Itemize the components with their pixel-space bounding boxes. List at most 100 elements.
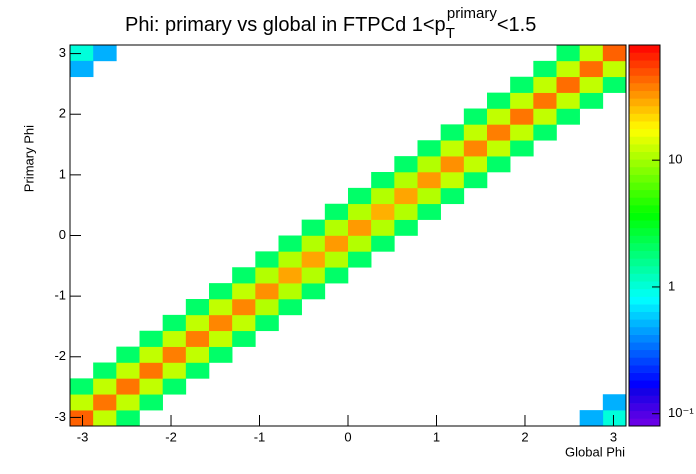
cell [116,378,140,395]
cell [487,124,511,141]
cell [139,394,163,411]
cell [487,92,511,109]
colorbar-step [629,52,660,61]
cell [440,187,465,205]
cell [602,410,627,427]
cell [394,156,418,173]
cell [463,108,488,125]
colorbar-frame [628,44,661,427]
colorbar-step [629,105,660,114]
cell [185,314,210,332]
title-main: Phi: primary vs global in FTPCd 1<p [125,14,446,36]
y-tick-label: 0 [59,227,66,242]
colorbar-step [629,205,660,213]
cell [463,172,488,189]
x-tick-label: 1 [433,429,440,444]
cell [209,346,233,363]
cell [70,45,94,62]
cell [579,60,604,78]
cell [278,283,302,300]
cell [278,267,302,284]
x-tick-label: -2 [165,429,177,444]
colorbar-step [629,182,660,191]
cell [232,283,256,300]
cell [162,314,187,332]
cell [533,92,557,109]
colorbar-step [629,418,660,427]
colorbar-step [629,113,660,122]
cell [348,235,372,252]
colorbar-step [629,212,660,221]
colorbar-step [629,265,660,274]
cell [185,362,210,379]
colorbar-step [629,189,660,198]
cell [324,219,349,236]
colorbar-step [629,60,660,69]
cell [255,314,279,332]
colorbar-step [629,258,660,267]
colorbar-step [629,121,660,130]
title-sub: T [446,25,455,42]
colorbar-step [629,395,660,404]
colorbar-step [629,197,660,206]
colorbar-step [629,67,660,76]
colorbar-step [629,235,660,244]
colorbar-step [629,326,660,335]
colorbar-step [629,273,660,282]
cell [324,203,349,220]
colorbar-step [629,403,660,412]
cell [93,378,117,395]
cell [394,172,418,189]
cell [579,76,604,93]
cell [70,378,94,395]
colorbar-step [629,334,660,343]
cell [510,92,534,109]
chart-title: Phi: primary vs global in FTPCd 1<pTprim… [125,5,536,42]
y-tick-label: -2 [54,348,66,363]
cell [371,187,395,205]
z-tick-label: 10 [668,152,682,167]
y-tick-label: 3 [59,45,66,60]
cell [162,378,187,395]
cell [510,108,534,125]
cell [510,140,534,157]
cell [185,299,210,316]
cell [510,76,534,93]
cell [348,203,372,220]
cell [301,219,326,236]
cell [278,299,302,316]
cell [440,140,465,157]
cell [348,251,372,268]
colorbar-step [629,136,660,145]
cell [255,283,279,300]
cell [324,251,349,268]
cell [232,330,256,347]
colorbar-step [629,311,660,320]
cell [139,362,163,379]
cell [510,124,534,141]
cell [116,394,140,411]
cell [185,346,210,363]
cell [602,60,627,78]
cell [602,394,627,411]
y-tick-label: -3 [54,409,66,424]
cell [70,394,94,411]
colorbar-step [629,220,660,229]
cell [440,124,465,141]
cell [417,203,441,220]
colorbar-step [629,144,660,152]
colorbar-step [629,380,660,389]
cell [116,410,140,427]
cell [463,156,488,173]
y-tick-label: 2 [59,106,66,121]
cell [324,267,349,284]
cell [278,235,302,252]
cell [556,76,580,93]
cell [440,172,465,189]
cell [93,410,117,427]
cell [185,330,210,347]
cell [417,172,441,189]
colorbar-step [629,357,660,366]
cell [255,251,279,268]
title-sup: primary [447,5,498,22]
